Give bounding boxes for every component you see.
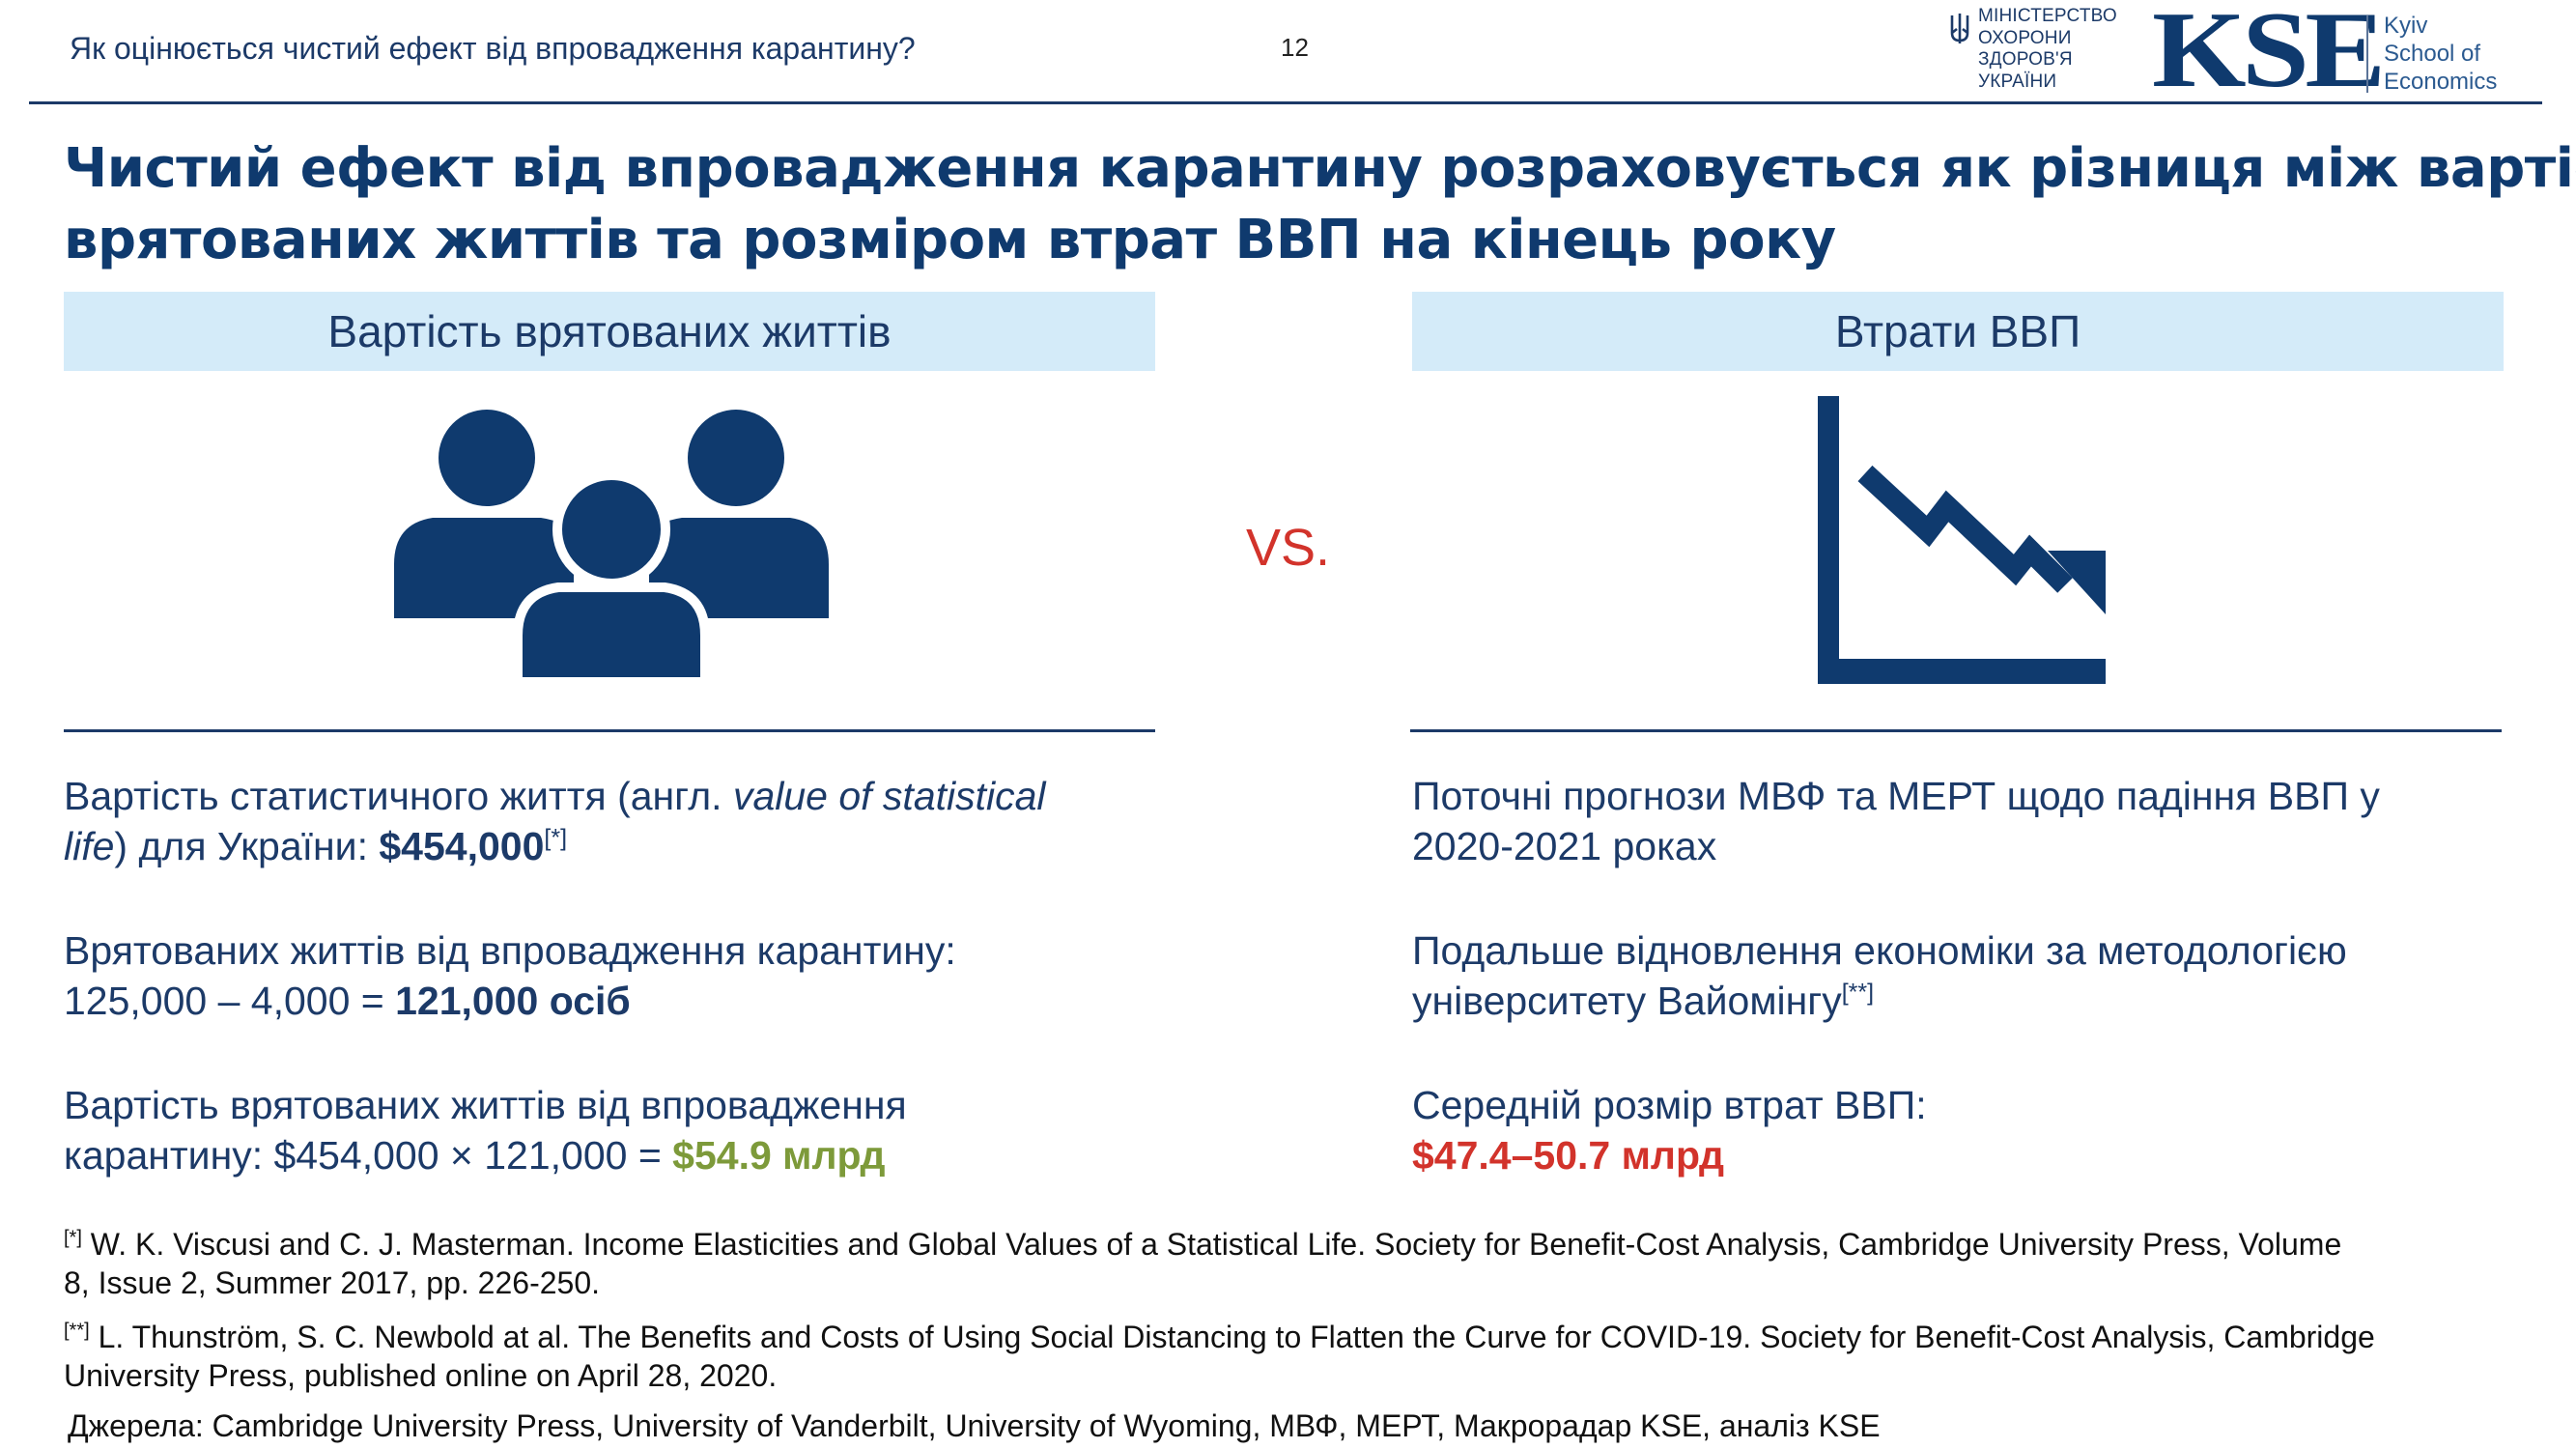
- footnote-ref-1: [*]: [544, 824, 568, 852]
- versus-label: VS.: [1246, 519, 1331, 577]
- gdp-loss-paragraph: Середній розмір втрат ВВП: $47.4–50.7 мл…: [1412, 1080, 2533, 1180]
- ministry-logo: МІНІСТЕРСТВО ОХОРОНИ ЗДОРОВ'Я УКРАЇНИ: [1949, 6, 2117, 99]
- page-title-line-1: Чистий ефект від впровадження карантину …: [64, 137, 2576, 200]
- recovery-paragraph: Подальше відновлення економіки за методо…: [1412, 928, 2347, 1023]
- vsl-value: $454,000: [379, 824, 545, 868]
- header-divider: [29, 101, 2542, 104]
- lives-saved-value: 121,000 осіб: [395, 979, 631, 1023]
- sources-line: Джерела: Cambridge University Press, Uni…: [68, 1408, 1881, 1443]
- header-title: Як оцінюється чистий ефект від впровадже…: [70, 31, 916, 66]
- vsl-paragraph: Вартість статистичного життя (англ. valu…: [64, 774, 1046, 868]
- ministry-line-1: МІНІСТЕРСТВО: [1978, 6, 2117, 26]
- kse-line-1: Kyiv: [2384, 13, 2428, 39]
- ministry-line-2: ОХОРОНИ: [1978, 27, 2072, 48]
- page-number: 12: [1281, 33, 1309, 62]
- kse-line-3: Economics: [2384, 69, 2498, 95]
- kse-logo-text: Kyiv School of Economics: [2384, 12, 2497, 96]
- ministry-line-4: УКРАЇНИ: [1978, 71, 2057, 92]
- kse-logo-mark: KSE: [2152, 0, 2386, 110]
- kse-logo: KSE: [2152, 0, 2386, 104]
- ministry-line-3: ЗДОРОВ'Я: [1978, 49, 2073, 70]
- footnote-2: [**] L. Thunström, S. C. Newbold at al. …: [64, 1320, 2375, 1393]
- kse-logo-divider: [2366, 15, 2368, 93]
- left-column-header: Вартість врятованих життів: [64, 292, 1155, 371]
- ministry-name: МІНІСТЕРСТВО ОХОРОНИ ЗДОРОВ'Я УКРАЇНИ: [1978, 6, 2117, 93]
- people-group-icon: [394, 410, 829, 682]
- left-divider: [64, 729, 1155, 732]
- footnote-ref-2: [**]: [1841, 979, 1875, 1007]
- lives-value-total: $54.9 млрд: [672, 1133, 886, 1178]
- declining-chart-icon: [1818, 396, 2106, 684]
- gdp-forecast-paragraph: Поточні прогнози МВФ та МЕРТ щодо падінн…: [1412, 774, 2380, 868]
- page-title-line-2: врятованих життів та розміром втрат ВВП …: [64, 209, 1836, 271]
- gdp-loss-value: $47.4–50.7 млрд: [1412, 1133, 1725, 1178]
- footnote-1: [*] W. K. Viscusi and C. J. Masterman. I…: [64, 1227, 2342, 1300]
- kse-line-2: School of: [2384, 41, 2481, 67]
- trident-emblem-icon: [1950, 14, 1969, 43]
- lives-saved-paragraph: Врятованих життів від впровадження каран…: [64, 928, 956, 1023]
- lives-value-paragraph: Вартість врятованих життів від впровадже…: [64, 1083, 907, 1178]
- page-title: Чистий ефект від впровадження карантину …: [64, 133, 2576, 276]
- right-divider: [1410, 729, 2502, 732]
- right-column-header: Втрати ВВП: [1412, 292, 2504, 371]
